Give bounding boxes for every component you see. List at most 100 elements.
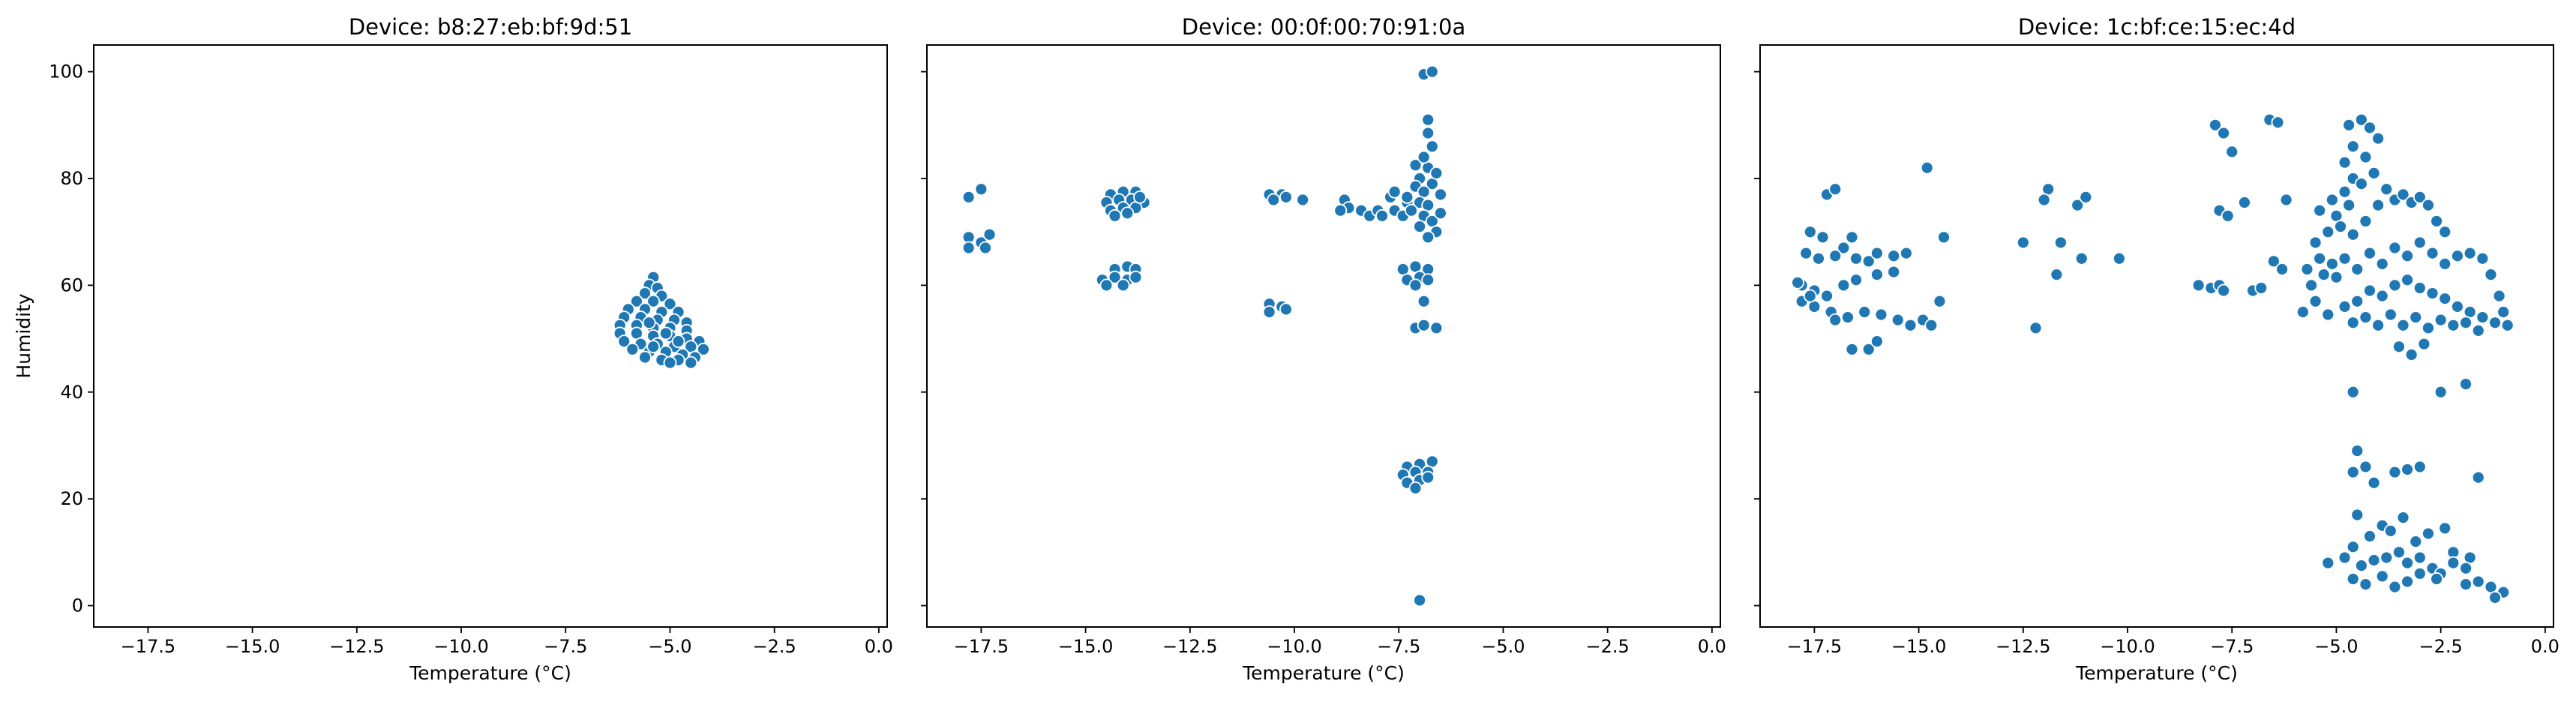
x-tick-label: −2.5 [2419, 636, 2463, 657]
data-point [1870, 334, 1884, 349]
y-tick-label: 100 [49, 62, 83, 82]
data-point [2396, 318, 2410, 332]
data-point [1933, 294, 1947, 308]
data-point [2401, 249, 2415, 263]
data-point [2037, 193, 2051, 207]
data-point [2438, 292, 2452, 306]
data-point [2459, 561, 2473, 575]
data-point [2422, 526, 2435, 541]
data-point [2388, 580, 2402, 594]
data-point [2329, 270, 2344, 284]
data-point [2209, 118, 2222, 132]
data-point [2054, 236, 2068, 250]
data-point [2392, 545, 2406, 560]
data-point [2308, 294, 2323, 308]
data-point [2313, 203, 2327, 218]
data-point [2500, 318, 2515, 332]
data-point [1791, 275, 1805, 290]
y-tick-label: 0 [72, 596, 83, 616]
data-point [1837, 278, 1851, 292]
x-tick-label: −12.5 [1162, 636, 1218, 657]
data-point [2430, 572, 2443, 586]
data-point [2471, 574, 2485, 589]
data-point [979, 241, 992, 255]
data-point [2354, 559, 2368, 573]
data-point [2459, 316, 2473, 330]
data-point [2221, 208, 2235, 223]
x-axis-label: Temperature (°C) [409, 662, 571, 684]
data-point [2217, 284, 2230, 298]
data-point [2225, 145, 2239, 159]
data-point [1828, 313, 1843, 327]
data-point [961, 241, 976, 255]
data-point [2401, 574, 2415, 589]
data-point [2338, 550, 2352, 565]
x-tick-label: −7.5 [1377, 636, 1420, 657]
data-point [1387, 184, 1402, 199]
data-point [1803, 225, 1817, 239]
x-tick-label: −2.5 [1586, 636, 1630, 657]
data-point [1429, 321, 1444, 335]
data-point [1434, 206, 1447, 220]
subplot-device-1c-bf-ce-15-ec-4d: Device: 1c:bf:ce:15:ec:4d −17.5 −15.0 −12.… [1754, 14, 2560, 684]
data-point [646, 294, 661, 308]
subplot-device-b8-27-eb-bf-9d-51: Device: b8:27:eb:bf:9d:51 −17.5 −15.0 −12.… [13, 14, 893, 684]
plot-frame [93, 44, 888, 628]
data-point [2367, 554, 2381, 567]
data-point [1108, 270, 1122, 284]
data-point [2313, 251, 2327, 266]
data-point [2396, 188, 2410, 202]
data-point [697, 342, 710, 356]
data-point [1279, 302, 1293, 316]
data-point [646, 340, 661, 354]
data-point [671, 334, 685, 349]
data-point [2476, 251, 2490, 266]
x-tick-label: −10.0 [1267, 636, 1322, 657]
data-point [1920, 160, 1934, 175]
x-tick-label: −12.5 [329, 636, 385, 657]
x-tick-label: −15.0 [225, 636, 280, 657]
data-point [2346, 140, 2360, 154]
x-tick-label: −7.5 [2210, 636, 2254, 657]
data-point [1108, 208, 1122, 223]
data-point [1812, 251, 1825, 266]
chart-title: Device: 1c:bf:ce:15:ec:4d [2018, 14, 2296, 40]
x-tick-label: −17.5 [1787, 636, 1843, 657]
data-point [1333, 203, 1348, 218]
data-point [2359, 460, 2373, 474]
data-point [2459, 578, 2473, 591]
data-point [2317, 268, 2331, 282]
data-point [1899, 246, 1913, 260]
y-tick-label: 40 [60, 382, 83, 403]
data-point [2380, 182, 2394, 196]
x-tick-label: 0.0 [1698, 636, 1726, 657]
data-point [1116, 278, 1130, 292]
data-point [1799, 246, 1813, 260]
data-point [2300, 262, 2314, 276]
tick-marks [921, 70, 1713, 633]
data-point [1849, 273, 1863, 287]
data-point [2350, 508, 2365, 522]
data-point [2071, 198, 2085, 212]
data-point [1421, 273, 1435, 287]
data-point [2375, 256, 2389, 271]
data-point [1937, 230, 1951, 244]
data-point [2079, 190, 2093, 204]
x-tick-label: −2.5 [753, 636, 796, 657]
data-point [663, 356, 677, 370]
tick-labels: −17.5 −15.0 −12.5 −10.0 −7.5 −5.0 −2.5 0.0 [1787, 636, 2560, 657]
x-tick-label: −10.0 [433, 636, 489, 657]
data-point [2446, 318, 2461, 332]
data-point [2354, 112, 2368, 127]
data-point [2438, 225, 2452, 239]
data-point [2321, 225, 2335, 239]
data-point [2476, 310, 2490, 324]
data-point [1421, 470, 1435, 484]
data-point [2413, 566, 2427, 580]
data-point [2438, 521, 2452, 536]
data-point [2484, 268, 2498, 282]
y-axis-label: Humidity [13, 293, 34, 379]
data-point [1816, 230, 1830, 244]
data-point [1841, 310, 1855, 324]
data-point [638, 350, 652, 364]
